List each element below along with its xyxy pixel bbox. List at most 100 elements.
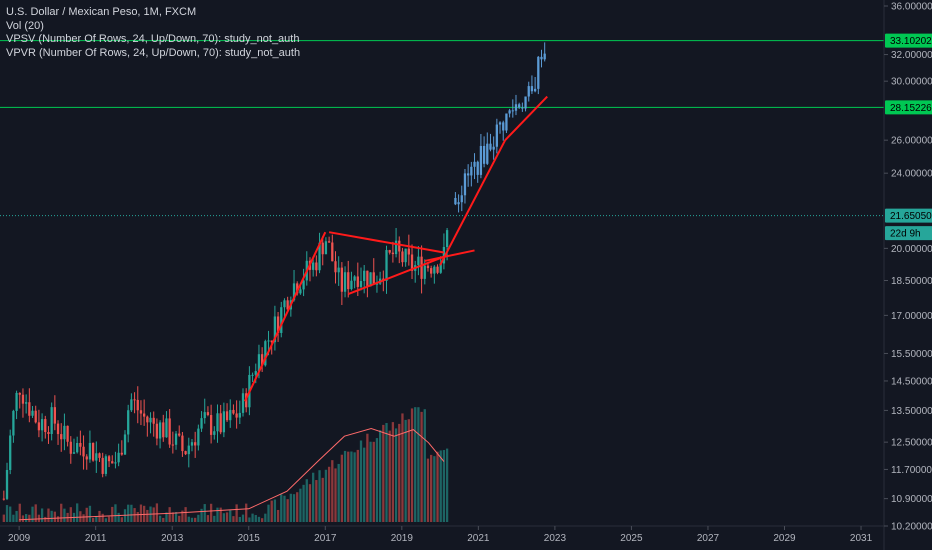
- volume-ma: [19, 427, 445, 521]
- volume-bar: [53, 511, 56, 522]
- candle-body: [190, 442, 194, 446]
- volume-bar: [347, 451, 350, 522]
- candle-body: [369, 272, 372, 287]
- volume-bar: [18, 503, 21, 522]
- projection-body: [530, 86, 534, 92]
- candle-body: [315, 262, 318, 271]
- volume-bar: [353, 452, 356, 522]
- candles: [2, 227, 449, 501]
- legend-symbol-title[interactable]: U.S. Dollar / Mexican Peso, 1M, FXCM: [6, 6, 197, 18]
- candle-body: [187, 445, 190, 455]
- candle-body: [76, 443, 79, 453]
- candle-body: [273, 316, 277, 343]
- projection-body: [508, 110, 511, 114]
- volume-bar: [276, 509, 280, 522]
- candle-body: [18, 392, 21, 395]
- time-axis[interactable]: 2009 2011 2013 2015 2017 2019 2021 2023 2025 2027…: [0, 525, 884, 544]
- legend-vpsv[interactable]: VPSV (Number Of Rows, 24, Up/Down, 70): …: [6, 33, 300, 45]
- horizontal-lines[interactable]: [0, 40, 884, 217]
- volume-bar: [308, 484, 312, 522]
- candle-body: [324, 241, 328, 255]
- volume-bar: [142, 505, 146, 522]
- price-tick-label: 36.00000: [891, 2, 932, 13]
- price-tag-label: 33.10202: [890, 36, 932, 47]
- projection-body: [524, 96, 527, 109]
- volume-bar: [229, 510, 232, 522]
- volume-bar: [91, 517, 95, 522]
- volume-bar: [337, 463, 340, 522]
- candle-body: [21, 394, 25, 404]
- volume-bar: [436, 451, 439, 522]
- candle-body: [372, 272, 375, 284]
- volume-bar: [280, 494, 283, 522]
- volume-bar: [398, 423, 401, 522]
- projection-body: [467, 173, 470, 176]
- volume-bar: [111, 506, 114, 522]
- candle-body: [401, 251, 404, 263]
- candle-body: [162, 422, 165, 438]
- volume-bar: [382, 424, 385, 522]
- candle-body: [63, 425, 66, 440]
- candle-body: [136, 399, 139, 411]
- time-tick-label: 2025: [620, 533, 643, 544]
- volume-bar: [264, 513, 267, 522]
- projection-candles: [454, 42, 546, 213]
- candle-body: [251, 374, 254, 376]
- volume-bar: [15, 510, 18, 522]
- volume-bar: [312, 472, 315, 522]
- candle-body: [426, 265, 430, 269]
- price-tick-label: 24.00000: [891, 169, 932, 180]
- candle-body: [209, 415, 213, 435]
- volume-bar: [2, 514, 5, 522]
- volume-bar: [21, 515, 25, 522]
- candle-body: [312, 262, 315, 270]
- candle-body: [257, 354, 261, 372]
- candle-body: [270, 340, 273, 343]
- candle-body: [356, 276, 359, 287]
- volume-bar: [104, 518, 108, 522]
- volume-bar: [178, 515, 181, 522]
- candle-body: [85, 456, 88, 460]
- candle-body: [343, 272, 347, 292]
- candle-body: [299, 289, 302, 294]
- volume-bar: [56, 516, 60, 522]
- volume-bar: [430, 454, 433, 522]
- volume-bar: [245, 503, 248, 522]
- candle-body: [276, 316, 280, 333]
- candle-body: [142, 413, 146, 417]
- volume-bar: [47, 508, 50, 522]
- price-axis[interactable]: 36.00000 32.00000 30.00000 26.00000 24.00000…: [883, 0, 932, 550]
- candle-body: [407, 248, 410, 255]
- candle-body: [388, 250, 391, 253]
- legend-volume[interactable]: Vol (20): [6, 19, 44, 32]
- volume-bar: [394, 428, 398, 522]
- candle-body: [359, 281, 363, 287]
- projection-body: [457, 202, 460, 205]
- volume-bar: [270, 500, 273, 522]
- volume-bar: [401, 413, 404, 522]
- candle-body: [283, 300, 286, 308]
- candle-body: [394, 240, 398, 255]
- candle-body: [12, 410, 15, 436]
- volume-bar: [248, 517, 251, 522]
- candle-body: [286, 300, 289, 310]
- volume-bar: [433, 456, 436, 522]
- candle-body: [200, 418, 203, 429]
- candle-body: [420, 256, 423, 279]
- volume-bar: [82, 514, 85, 522]
- price-tick-label: 11.70000: [891, 465, 932, 476]
- legend-vpvr[interactable]: VPVR (Number Of Rows, 24, Up/Down, 70): …: [6, 46, 301, 59]
- candle-body: [219, 413, 222, 433]
- volume-bar: [305, 479, 308, 522]
- candle-body: [225, 411, 229, 421]
- candle-body: [56, 423, 60, 435]
- projection-body: [518, 104, 521, 108]
- trendlines[interactable]: [244, 95, 548, 402]
- volume-bar: [76, 503, 79, 522]
- price-tick-label: 10.20000: [891, 522, 932, 533]
- projection-body: [470, 166, 473, 176]
- candle-body: [347, 272, 350, 290]
- candle-body: [321, 242, 324, 255]
